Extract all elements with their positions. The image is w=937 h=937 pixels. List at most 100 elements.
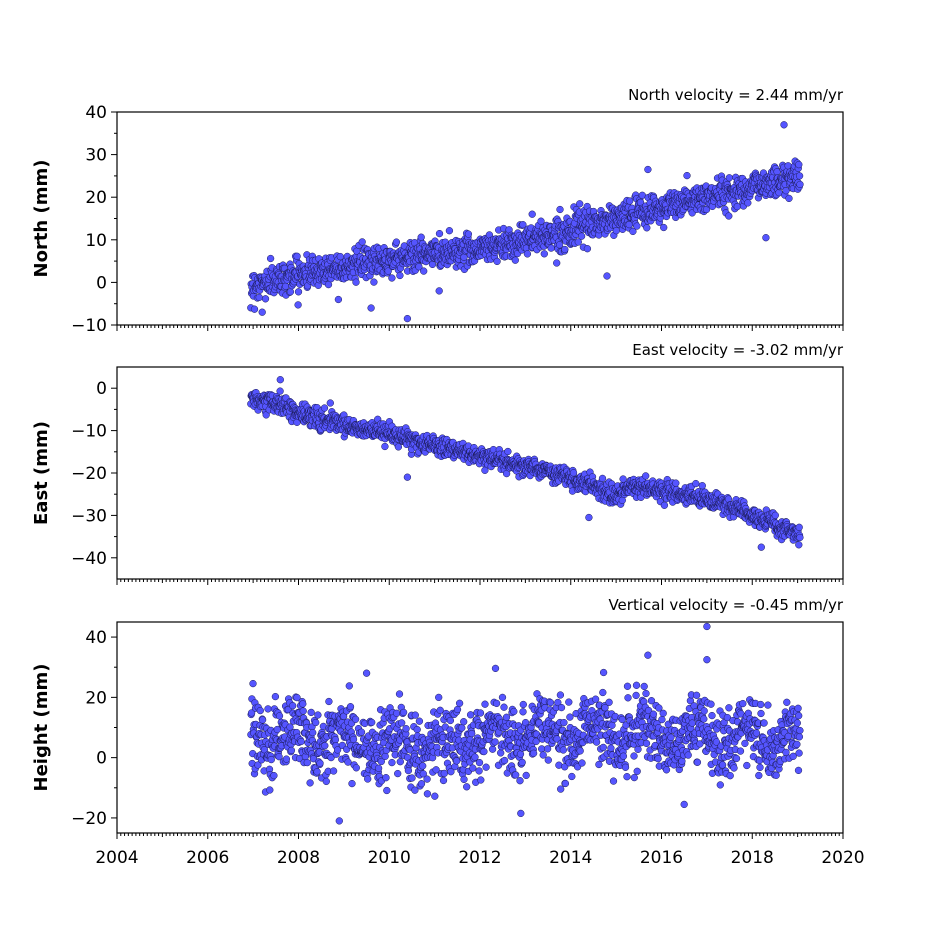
north-point — [540, 250, 548, 258]
north-point — [725, 174, 733, 182]
north-point — [795, 172, 804, 180]
height-point — [316, 759, 324, 767]
height-point — [623, 773, 631, 781]
height-point — [633, 767, 641, 775]
height-point — [471, 753, 479, 761]
east-point — [672, 479, 680, 487]
height-point — [271, 692, 280, 701]
height-point — [568, 772, 576, 781]
height-point — [417, 780, 426, 788]
height-point — [460, 775, 468, 784]
north-point — [445, 227, 454, 235]
height-point — [559, 746, 567, 754]
height-point — [707, 700, 715, 708]
height-point — [684, 751, 692, 759]
north-point — [293, 252, 301, 260]
height-point-outlier — [644, 651, 652, 659]
height-point — [402, 725, 410, 733]
height-point — [512, 771, 520, 779]
height-point — [352, 764, 360, 772]
north-point-outlier — [367, 304, 375, 312]
east-point-outlier — [698, 482, 706, 490]
height-point — [460, 718, 468, 726]
north-point — [392, 238, 401, 246]
height-point — [516, 777, 524, 785]
height-point — [475, 758, 484, 767]
height-point — [287, 746, 296, 755]
height-point — [498, 693, 507, 702]
height-point — [772, 771, 780, 779]
height-point — [519, 708, 527, 716]
height-point — [312, 718, 320, 727]
height-point — [382, 774, 390, 782]
height-point — [480, 747, 488, 756]
height-point — [267, 755, 275, 764]
height-point — [345, 682, 353, 690]
height-point — [730, 764, 738, 772]
east-point — [320, 404, 329, 412]
height-point — [795, 749, 803, 757]
height-point — [760, 719, 768, 727]
height-point — [383, 786, 391, 795]
height-point — [693, 758, 702, 766]
north-ytick-label-2: 10 — [85, 231, 107, 251]
height-point — [718, 761, 727, 769]
height-point — [688, 719, 696, 727]
height-point — [752, 729, 761, 737]
height-point — [463, 783, 471, 791]
north-point — [583, 245, 592, 253]
north-ytick-label-0: −10 — [71, 316, 107, 336]
north-axes-frame — [116, 111, 844, 326]
north-point — [537, 217, 545, 225]
height-point — [502, 713, 511, 721]
height-point — [519, 700, 527, 709]
north-point — [352, 278, 360, 286]
height-point — [599, 688, 607, 697]
east-point-outlier — [757, 543, 765, 551]
height-point — [649, 710, 658, 718]
height-point — [440, 769, 448, 778]
north-point — [785, 194, 793, 203]
height-point — [605, 698, 613, 706]
east-point-outlier — [276, 376, 284, 384]
height-point — [623, 682, 632, 690]
north-point — [460, 253, 468, 261]
height-point — [662, 766, 671, 774]
east-point — [569, 469, 578, 477]
height-point — [346, 703, 355, 711]
height-point — [659, 709, 667, 717]
height-point — [275, 712, 284, 720]
height-point — [351, 715, 360, 723]
height-point — [741, 739, 749, 748]
height-point — [716, 781, 724, 789]
north-point — [744, 199, 752, 207]
height-point — [725, 704, 733, 712]
height-point — [539, 751, 547, 759]
height-ytick-label-1: 0 — [96, 749, 107, 769]
height-point — [488, 745, 497, 753]
north-point-outlier — [403, 314, 412, 323]
north-point — [261, 295, 270, 303]
height-point — [289, 702, 297, 710]
east-point — [276, 387, 284, 395]
height-point — [566, 713, 574, 721]
north-point — [626, 197, 634, 205]
height-point — [732, 754, 741, 763]
height-point — [468, 729, 476, 738]
height-point — [439, 776, 448, 785]
height-point — [446, 716, 455, 725]
height-point — [700, 715, 708, 723]
height-point — [624, 694, 632, 702]
height-point — [329, 767, 338, 775]
height-point — [757, 700, 765, 709]
height-point — [264, 705, 272, 713]
height-point — [634, 745, 642, 753]
height-point — [395, 690, 404, 698]
height-point — [299, 700, 307, 708]
east-ticks: −40−30−20−100 — [71, 379, 844, 585]
north-ytick-label-3: 20 — [85, 188, 107, 208]
east-point — [660, 501, 669, 509]
north-point — [282, 282, 290, 290]
height-point — [388, 758, 396, 767]
